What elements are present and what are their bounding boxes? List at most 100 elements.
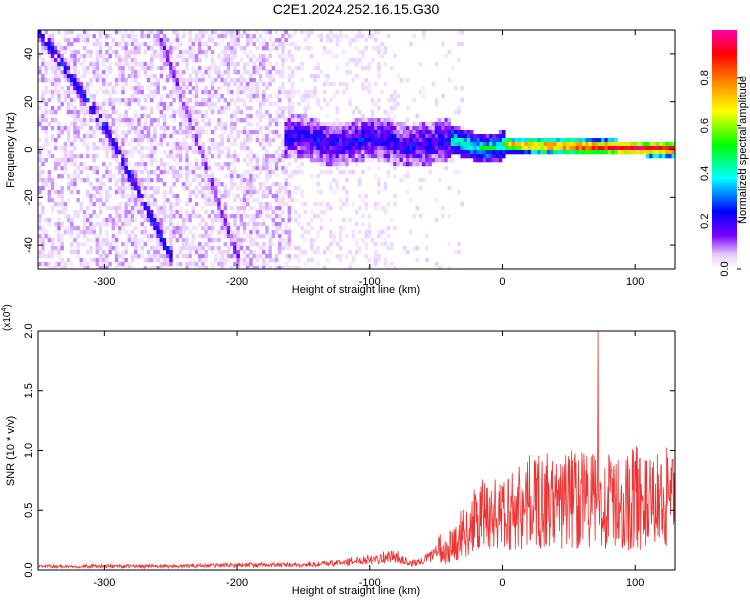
heatmap-cell <box>73 110 77 115</box>
heatmap-cell <box>156 206 160 211</box>
heatmap-cell <box>239 202 244 207</box>
heatmap-cell <box>44 142 48 147</box>
heatmap-cell <box>255 138 260 143</box>
heatmap-cell <box>374 262 378 267</box>
spectrogram-cells <box>38 30 675 269</box>
heatmap-cell <box>169 154 173 159</box>
heatmap-cell <box>201 266 205 269</box>
heatmap-cell <box>105 126 109 131</box>
heatmap-cell <box>60 234 64 239</box>
heatmap-cell <box>204 102 208 107</box>
heatmap-cell <box>204 250 208 255</box>
heatmap-cell <box>444 134 448 139</box>
heatmap-cell <box>393 130 397 135</box>
heatmap-cell <box>60 130 64 135</box>
heatmap-cell <box>143 206 148 211</box>
heatmap-cell <box>258 130 263 135</box>
heatmap-cell <box>146 254 151 259</box>
heatmap-cell <box>169 230 173 235</box>
heatmap-cell <box>130 254 135 259</box>
heatmap-cell <box>105 130 109 135</box>
heatmap-cell <box>226 86 231 91</box>
heatmap-cell <box>70 190 74 195</box>
heatmap-cell <box>345 62 349 67</box>
heatmap-cell <box>233 42 237 47</box>
heatmap-cell <box>150 210 154 215</box>
heatmap-cell <box>47 234 52 239</box>
heatmap-cell <box>335 122 340 127</box>
heatmap-cell <box>418 150 423 155</box>
heatmap-cell <box>230 178 234 183</box>
heatmap-cell <box>361 170 365 175</box>
heatmap-cell <box>300 150 304 155</box>
heatmap-cell <box>364 254 368 259</box>
heatmap-cell <box>287 130 292 135</box>
heatmap-cell <box>438 154 442 159</box>
heatmap-cell <box>274 118 279 123</box>
heatmap-cell <box>249 238 253 243</box>
heatmap-cell <box>246 106 250 111</box>
heatmap-cell <box>335 110 340 115</box>
heatmap-cell <box>383 206 388 211</box>
heatmap-cell <box>178 126 183 131</box>
heatmap-cell <box>47 198 52 203</box>
heatmap-cell <box>297 266 301 269</box>
heatmap-cell <box>44 90 48 95</box>
colorbar-tick-label: 0.6 <box>699 118 711 133</box>
heatmap-cell <box>441 42 445 47</box>
heatmap-cell <box>546 150 551 155</box>
heatmap-cell <box>278 106 282 111</box>
heatmap-cell <box>594 150 599 155</box>
heatmap-cell <box>63 50 68 55</box>
heatmap-cell <box>159 114 164 119</box>
heatmap-cell <box>658 150 663 155</box>
y-tick-label: 20 <box>23 96 35 108</box>
heatmap-cell <box>428 162 432 167</box>
heatmap-cell <box>482 158 487 163</box>
heatmap-cell <box>38 170 42 175</box>
heatmap-cell <box>348 130 352 135</box>
heatmap-cell <box>393 166 397 171</box>
heatmap-cell <box>342 170 346 175</box>
heatmap-cell <box>105 118 109 123</box>
heatmap-cell <box>162 218 167 223</box>
heatmap-cell <box>316 246 320 251</box>
heatmap-cell <box>198 46 202 51</box>
heatmap-cell <box>54 110 58 115</box>
heatmap-cell <box>514 142 519 147</box>
heatmap-cell <box>422 122 426 127</box>
heatmap-cell <box>38 158 42 163</box>
heatmap-cell <box>470 150 474 155</box>
heatmap-cell <box>390 106 394 111</box>
heatmap-cell <box>418 62 423 67</box>
heatmap-cell <box>82 258 87 263</box>
heatmap-cell <box>390 118 394 123</box>
heatmap-cell <box>175 70 180 75</box>
heatmap-cell <box>364 142 368 147</box>
heatmap-cell <box>322 158 327 163</box>
heatmap-cell <box>185 78 189 83</box>
heatmap-cell <box>242 230 247 235</box>
heatmap-cell <box>44 102 48 107</box>
heatmap-cell <box>146 234 151 239</box>
heatmap-cell <box>489 142 493 147</box>
heatmap-cell <box>329 182 333 187</box>
heatmap-cell <box>124 118 128 123</box>
heatmap-cell <box>185 178 189 183</box>
heatmap-cell <box>76 114 80 119</box>
heatmap-cell <box>207 74 212 79</box>
heatmap-cell <box>268 38 272 43</box>
heatmap-cell <box>412 34 416 39</box>
heatmap-cell <box>134 90 138 95</box>
heatmap-cell <box>38 190 42 195</box>
heatmap-cell <box>316 182 320 187</box>
heatmap-cell <box>82 178 87 183</box>
heatmap-cell <box>441 146 445 151</box>
heatmap-cell <box>514 138 519 143</box>
heatmap-cell <box>185 246 189 251</box>
heatmap-cell <box>364 150 368 155</box>
heatmap-cell <box>86 206 90 211</box>
heatmap-cell <box>169 74 173 79</box>
heatmap-cell <box>498 158 503 163</box>
heatmap-cell <box>233 70 237 75</box>
